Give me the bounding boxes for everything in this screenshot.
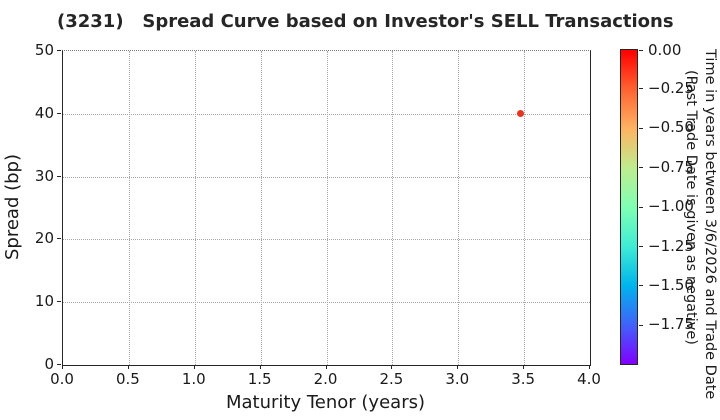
y-tick (57, 50, 61, 51)
x-tick (589, 365, 590, 369)
y-tick-label: 20 (34, 229, 54, 248)
x-tick (259, 365, 261, 369)
gridline-vertical (524, 51, 526, 365)
colorbar-tick (639, 167, 643, 169)
y-tick-label: 0 (44, 355, 54, 373)
x-tick (62, 365, 63, 369)
x-tick (325, 365, 327, 369)
x-tick-label: 1.0 (181, 370, 206, 388)
plot-area (62, 50, 591, 366)
x-tick-label: 4.0 (577, 370, 601, 388)
gridline-horizontal (63, 176, 590, 178)
x-tick-label: 0.5 (115, 370, 140, 388)
colorbar-tick-label: −1.50 (648, 275, 694, 294)
gridline-vertical (194, 51, 196, 365)
x-axis-label: Maturity Tenor (years) (226, 392, 425, 413)
x-tick (127, 365, 129, 369)
colorbar-tick-label: −0.75 (648, 157, 694, 176)
gridline-horizontal (63, 113, 590, 115)
x-tick-label: 3.0 (445, 370, 470, 388)
colorbar-tick-label: −0.25 (648, 78, 694, 97)
x-tick-label: 1.5 (247, 370, 272, 388)
y-tick-label: 30 (34, 166, 54, 185)
x-tick (193, 365, 195, 369)
y-tick (57, 238, 61, 240)
gridline-horizontal (63, 239, 590, 241)
colorbar-tick-label: −0.50 (648, 118, 694, 137)
chart-title: (3231) Spread Curve based on Investor's … (57, 11, 674, 32)
x-tick-label: 2.5 (379, 370, 404, 388)
y-axis-label: Spread (bp) (2, 154, 23, 261)
colorbar-label-line-1: Time in years between 3/6/2026 and Trade… (702, 49, 718, 400)
colorbar-gradient (620, 49, 638, 365)
colorbar-tick (639, 324, 643, 326)
y-tick-label: 50 (34, 41, 54, 59)
colorbar-tick-label: −1.00 (648, 197, 694, 216)
x-tick-label: 3.5 (511, 370, 536, 388)
y-tick-label: 40 (34, 103, 54, 122)
gridline-vertical (392, 51, 394, 365)
x-tick-label: 2.0 (313, 370, 338, 388)
colorbar-tick (639, 246, 643, 248)
colorbar-tick-label: 0.00 (648, 40, 682, 59)
x-tick (391, 365, 393, 369)
colorbar-tick (639, 50, 643, 51)
y-tick-label: 10 (34, 292, 54, 311)
x-tick (457, 365, 459, 369)
colorbar-tick-label: −1.25 (648, 236, 694, 255)
gridline-vertical (128, 51, 130, 365)
x-tick-label: 0.0 (50, 370, 74, 388)
gridline-horizontal (63, 302, 590, 304)
data-point-marker (516, 110, 524, 118)
y-tick (57, 175, 61, 177)
gridline-vertical (458, 51, 460, 365)
colorbar-label-line-2: (Past Trade Date is given as negative) (683, 69, 699, 345)
colorbar-tick-label: −1.75 (648, 315, 694, 334)
colorbar-tick (639, 88, 643, 90)
x-tick (523, 365, 525, 369)
gridline-vertical (260, 51, 262, 365)
colorbar-tick (639, 127, 643, 129)
colorbar-axis-label: Time in years between 3/6/2026 and Trade… (681, 49, 719, 400)
colorbar-tick (639, 206, 643, 208)
colorbar-tick (639, 285, 643, 287)
y-tick (57, 364, 61, 365)
gridline-vertical (326, 51, 328, 365)
y-tick (57, 301, 61, 303)
y-tick (57, 112, 61, 114)
